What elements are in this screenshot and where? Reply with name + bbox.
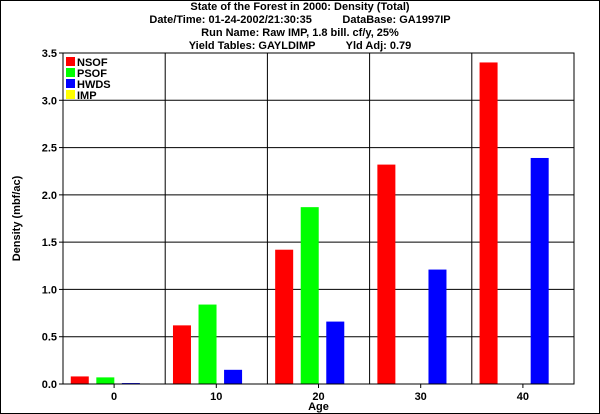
axis-layer: 0.0 0.5 1.0 1.5 2.0 2.5 3.0 3.5 0 10 20 30 40: [42, 48, 575, 403]
y-tick-label: 3.5: [42, 48, 57, 60]
bar-psof-20: [300, 207, 319, 384]
x-tick-label: 40: [517, 391, 529, 403]
bar-hwds-10: [224, 369, 243, 384]
y-tick-label: 1.0: [42, 284, 57, 296]
bar-psof-0: [96, 377, 115, 384]
yield-tables-text: Yield Tables: GAYLDIMP: [188, 40, 316, 52]
bar-hwds-30: [428, 269, 447, 384]
legend-swatch-nsof: [66, 57, 75, 66]
y-tick-label: 1.5: [42, 237, 57, 249]
chart-title: State of the Forest in 2000: Density (To…: [190, 1, 410, 13]
bar-nsof-20: [275, 249, 294, 384]
legend-label-imp: IMP: [77, 90, 97, 102]
x-tick-label: 10: [210, 391, 222, 403]
bar-nsof-30: [377, 164, 396, 384]
legend-label-nsof: NSOF: [77, 57, 108, 69]
y-tick-label: 2.5: [42, 143, 57, 155]
x-tick-label: 0: [111, 391, 117, 403]
bar-nsof-40: [479, 62, 498, 384]
legend-swatch-hwds: [66, 79, 75, 88]
legend-swatch-psof: [66, 68, 75, 77]
y-tick-label: 2.0: [42, 190, 57, 202]
y-tick-label: 3.0: [42, 95, 57, 107]
yld-adj-text: Yld Adj: 0.79: [345, 40, 412, 52]
legend-label-hwds: HWDS: [77, 79, 111, 91]
x-tick-label: 20: [312, 391, 324, 403]
datetime-text: Date/Time: 01-24-2002/21:30:35: [149, 14, 312, 26]
legend-swatch-imp: [66, 90, 75, 99]
legend-label-psof: PSOF: [77, 68, 107, 80]
bar-psof-10: [198, 304, 217, 384]
header-line-yield: Yield Tables: GAYLDIMP Yld Adj: 0.79: [0, 40, 600, 52]
database-text: DataBase: GA1997IP: [342, 14, 451, 26]
y-axis-label: Density (mbf/ac): [11, 175, 23, 261]
bar-nsof-10: [172, 325, 191, 384]
bar-hwds-40: [530, 157, 549, 384]
y-tick-label: 0.5: [42, 332, 57, 344]
x-tick-label: 30: [415, 391, 427, 403]
header-line-datetime: Date/Time: 01-24-2002/21:30:35 DataBase:…: [0, 14, 600, 26]
plot-area-border: [62, 52, 575, 385]
run-name-text: Run Name: Raw IMP, 1.8 bill. cf/y, 25%: [201, 27, 399, 39]
y-tick-label: 0.0: [42, 379, 57, 391]
x-axis-label: Age: [308, 401, 329, 413]
bars-layer: [70, 62, 549, 384]
bar-hwds-20: [326, 321, 345, 384]
bar-nsof-0: [70, 376, 89, 384]
